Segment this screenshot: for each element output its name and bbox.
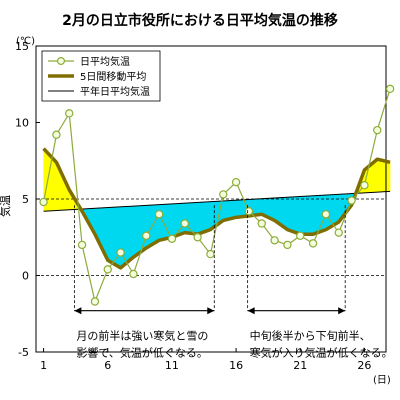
daily-mean-point <box>360 181 369 190</box>
daily-mean-point <box>116 248 125 257</box>
arrowhead-left <box>74 307 82 315</box>
normal-temperature-line <box>43 190 391 212</box>
y-tick-label: 5 <box>22 193 29 206</box>
x-tick-label: 6 <box>104 359 111 372</box>
legend-label: 平年日平均気温 <box>80 85 150 98</box>
y-unit: (℃) <box>16 36 35 47</box>
daily-mean-point <box>373 125 382 135</box>
daily-mean-point <box>308 239 318 248</box>
y-tick-label: 0 <box>22 270 29 283</box>
daily-mean-point <box>65 109 74 118</box>
daily-mean-point <box>193 233 202 242</box>
x-tick-label: 16 <box>229 359 243 372</box>
deviation-area <box>300 195 314 235</box>
daily-mean-point <box>296 231 305 240</box>
x-tick-label: 1 <box>40 359 47 372</box>
daily-mean-point <box>321 210 331 219</box>
daily-mean-point <box>219 190 228 199</box>
daily-mean-point <box>244 207 254 216</box>
legend-label: 5日間移動平均 <box>80 70 146 83</box>
daily-mean-point <box>142 231 151 240</box>
daily-mean-point <box>334 228 343 237</box>
annotation-text: 寒気が入り気温が低くなる。 <box>250 346 393 360</box>
daily-mean-point <box>180 219 189 228</box>
daily-mean-point <box>90 297 100 306</box>
series-layer <box>39 84 395 306</box>
daily-mean-line <box>42 88 391 304</box>
legend-marker-daily <box>56 56 65 65</box>
legend-label: 日平均気温 <box>80 55 130 68</box>
gridlines <box>36 198 386 276</box>
deviation-area <box>377 158 391 193</box>
deviation-area <box>107 206 121 269</box>
deviation-area <box>94 207 108 261</box>
daily-mean-point <box>52 130 61 139</box>
x-tick-label: 21 <box>293 359 307 372</box>
daily-mean-point <box>385 84 395 94</box>
arrowhead-left <box>247 307 255 315</box>
daily-mean-point <box>347 196 356 205</box>
y-tick-label: -5 <box>18 346 29 359</box>
daily-mean-point <box>231 177 241 187</box>
daily-mean-point <box>283 240 292 250</box>
daily-mean-point <box>270 236 279 245</box>
annotation-text: 月の前半は強い寒気と雪の <box>76 329 208 343</box>
arrowhead-right <box>338 307 346 315</box>
daily-mean-point <box>257 219 266 228</box>
daily-mean-point <box>206 249 215 259</box>
x-tick-label: 11 <box>165 359 179 372</box>
arrowhead-right <box>207 307 215 315</box>
y-tick-label: 15 <box>15 40 29 53</box>
daily-mean-point <box>129 269 138 279</box>
annotation-text: 影響で、気温が低くなる。 <box>76 346 208 360</box>
y-axis-title: 気温 <box>0 195 12 217</box>
x-unit: (日) <box>373 375 391 386</box>
deviation-area <box>184 202 198 235</box>
daily-mean-point <box>39 197 48 207</box>
daily-mean-point <box>77 240 87 250</box>
chart-title: 2月の日立市役所における日平均気温の推移 <box>62 12 338 29</box>
daily-mean-point <box>103 265 112 274</box>
daily-mean-point <box>154 210 164 219</box>
annotation-text: 中旬後半から下旬前半、 <box>250 329 371 343</box>
daily-mean-point <box>167 234 177 243</box>
y-tick-label: 10 <box>15 117 29 130</box>
x-tick-label: 26 <box>357 359 371 372</box>
